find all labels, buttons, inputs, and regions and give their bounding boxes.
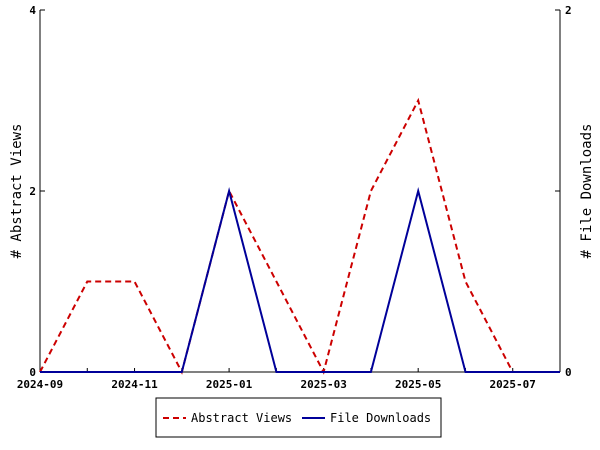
y-left-tick-label: 4 <box>29 4 36 17</box>
ticks: 2024-09 2024-11 2025-01 2025-03 2025-05 2025-… <box>17 4 572 391</box>
x-tick-label: 2025-03 <box>300 378 346 391</box>
y-right-tick-label: 0 <box>565 366 572 379</box>
y-right-tick-label: 2 <box>565 4 572 17</box>
y-axis-right-title: # File Downloads <box>579 124 595 259</box>
x-tick-label: 2025-07 <box>490 378 536 391</box>
x-tick-label: 2025-01 <box>206 378 253 391</box>
legend-label-abstract-views: Abstract Views <box>191 411 292 425</box>
series-lines <box>39 97 560 375</box>
series-line-abstract-views <box>39 97 560 375</box>
y-left-tick-label: 0 <box>29 366 36 379</box>
y-axis-left-title: # Abstract Views <box>9 124 25 259</box>
x-tick-label: 2024-11 <box>111 378 158 391</box>
y-left-tick-label: 2 <box>29 185 36 198</box>
x-tick-label: 2025-05 <box>395 378 441 391</box>
x-tick-label: 2024-09 <box>17 378 63 391</box>
legend-label-file-downloads: File Downloads <box>330 411 431 425</box>
axes <box>39 10 561 373</box>
legend: Abstract Views File Downloads <box>155 397 442 438</box>
series-line-file-downloads <box>40 187 560 373</box>
legend-box <box>155 397 442 438</box>
